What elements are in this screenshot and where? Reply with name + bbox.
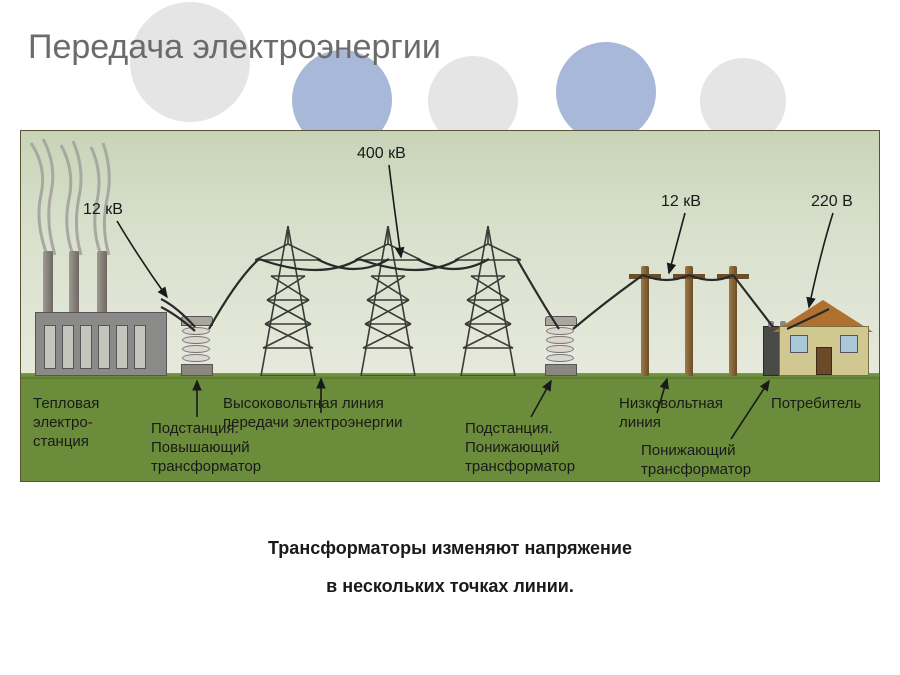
caption-line-2: в нескольких точках линии. xyxy=(0,576,900,597)
slide: Передача электроэнергии xyxy=(0,0,900,675)
diagram-frame: 12 кВ 400 кВ 12 кВ 220 В xyxy=(20,130,880,482)
callout-arrows xyxy=(21,131,879,481)
label-stepdown2: Понижающий трансформатор xyxy=(641,441,751,479)
caption-line-1: Трансформаторы изменяют напряжение xyxy=(0,538,900,559)
bg-circle-4 xyxy=(556,42,656,142)
page-title: Передача электроэнергии xyxy=(28,28,441,67)
label-hvline: Высоковольтная линия передачи электроэне… xyxy=(223,394,403,432)
label-stepdown: Подстанция. Понижающий трансформатор xyxy=(465,419,575,477)
label-consumer: Потребитель xyxy=(771,394,861,413)
label-plant: Тепловая электро- станция xyxy=(33,394,99,452)
label-lvline: Низковольтная линия xyxy=(619,394,723,432)
